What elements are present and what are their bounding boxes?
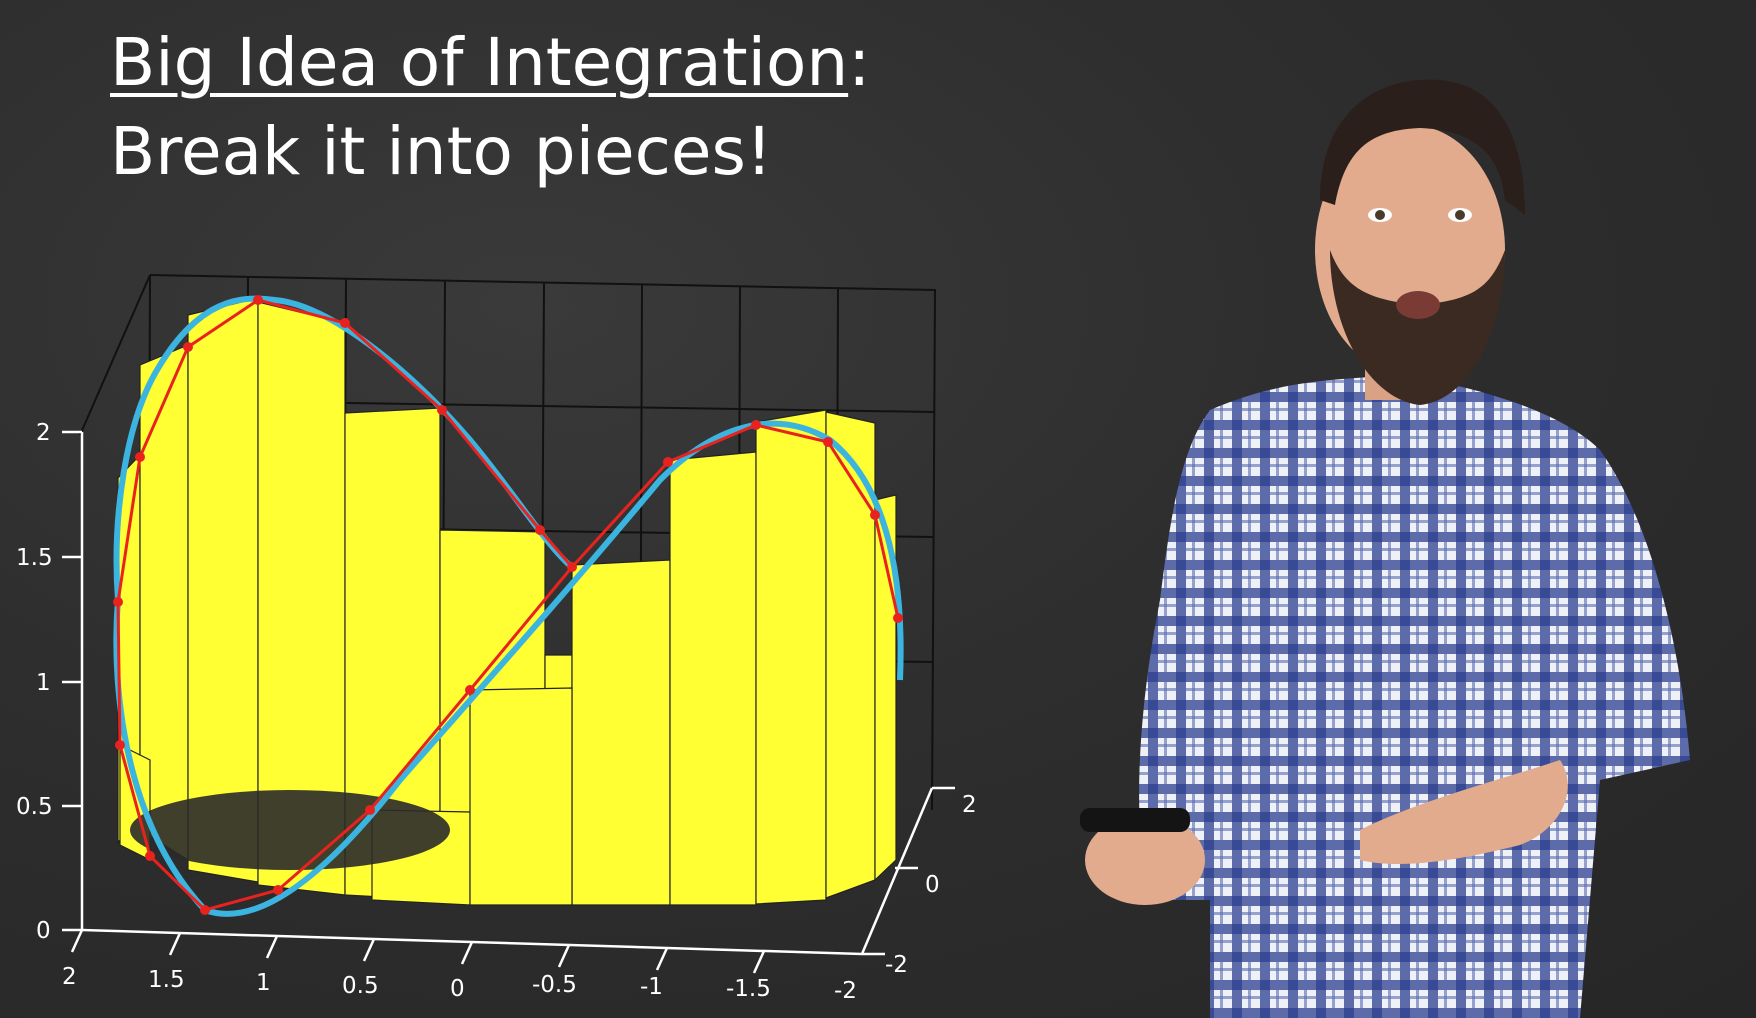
x-tick-7: -1.5 [726, 976, 771, 1002]
title-line-1: Big Idea of Integration [110, 24, 849, 101]
x-tick-6: -1 [640, 974, 663, 1000]
x-tick-8: -2 [834, 978, 857, 1004]
z-tick-0: 0 [36, 918, 51, 944]
presenter-shirt [1139, 375, 1690, 1018]
presenter-mouth [1396, 291, 1440, 319]
presenter-marker [1080, 808, 1190, 832]
bar-pieces [117, 297, 897, 906]
presenter [1080, 79, 1690, 1018]
z-tick-1.5: 1.5 [16, 545, 53, 571]
x-tick-3: 0.5 [342, 973, 379, 999]
presenter-right-hand [1360, 760, 1568, 865]
floor-shadow [130, 790, 450, 870]
presenter-hair [1320, 79, 1525, 215]
axes [62, 430, 955, 974]
x-tick-2: 1 [256, 970, 271, 996]
polyline-vertices [113, 295, 903, 915]
z-tick-labels: 2 1.5 1 0.5 0 [16, 420, 53, 944]
presenter-left-hand [1085, 815, 1205, 905]
x-tick-1: 1.5 [148, 967, 185, 993]
y-tick-1: 0 [925, 872, 940, 898]
z-tick-0.5: 0.5 [16, 794, 53, 820]
x-tick-labels: 2 1.5 1 0.5 0 -0.5 -1 -1.5 -2 [62, 964, 857, 1004]
title-line-2: Break it into pieces! [110, 113, 773, 191]
z-tick-1: 1 [36, 670, 51, 696]
presenter-beard [1330, 250, 1505, 405]
smooth-curve-front [113, 420, 904, 917]
piecewise-polyline-front [116, 566, 574, 912]
slide-title: Big Idea of Integration: Break it into p… [110, 18, 870, 196]
y-tick-0: 2 [962, 792, 977, 818]
x-tick-5: -0.5 [532, 972, 577, 998]
y-tick-2: -2 [885, 952, 908, 978]
y-tick-labels: 2 0 -2 [885, 792, 977, 978]
smooth-curve [113, 295, 577, 601]
x-tick-0: 2 [62, 964, 77, 990]
x-tick-4: 0 [450, 976, 465, 1002]
title-colon: : [848, 24, 871, 101]
z-tick-2: 2 [36, 420, 51, 446]
